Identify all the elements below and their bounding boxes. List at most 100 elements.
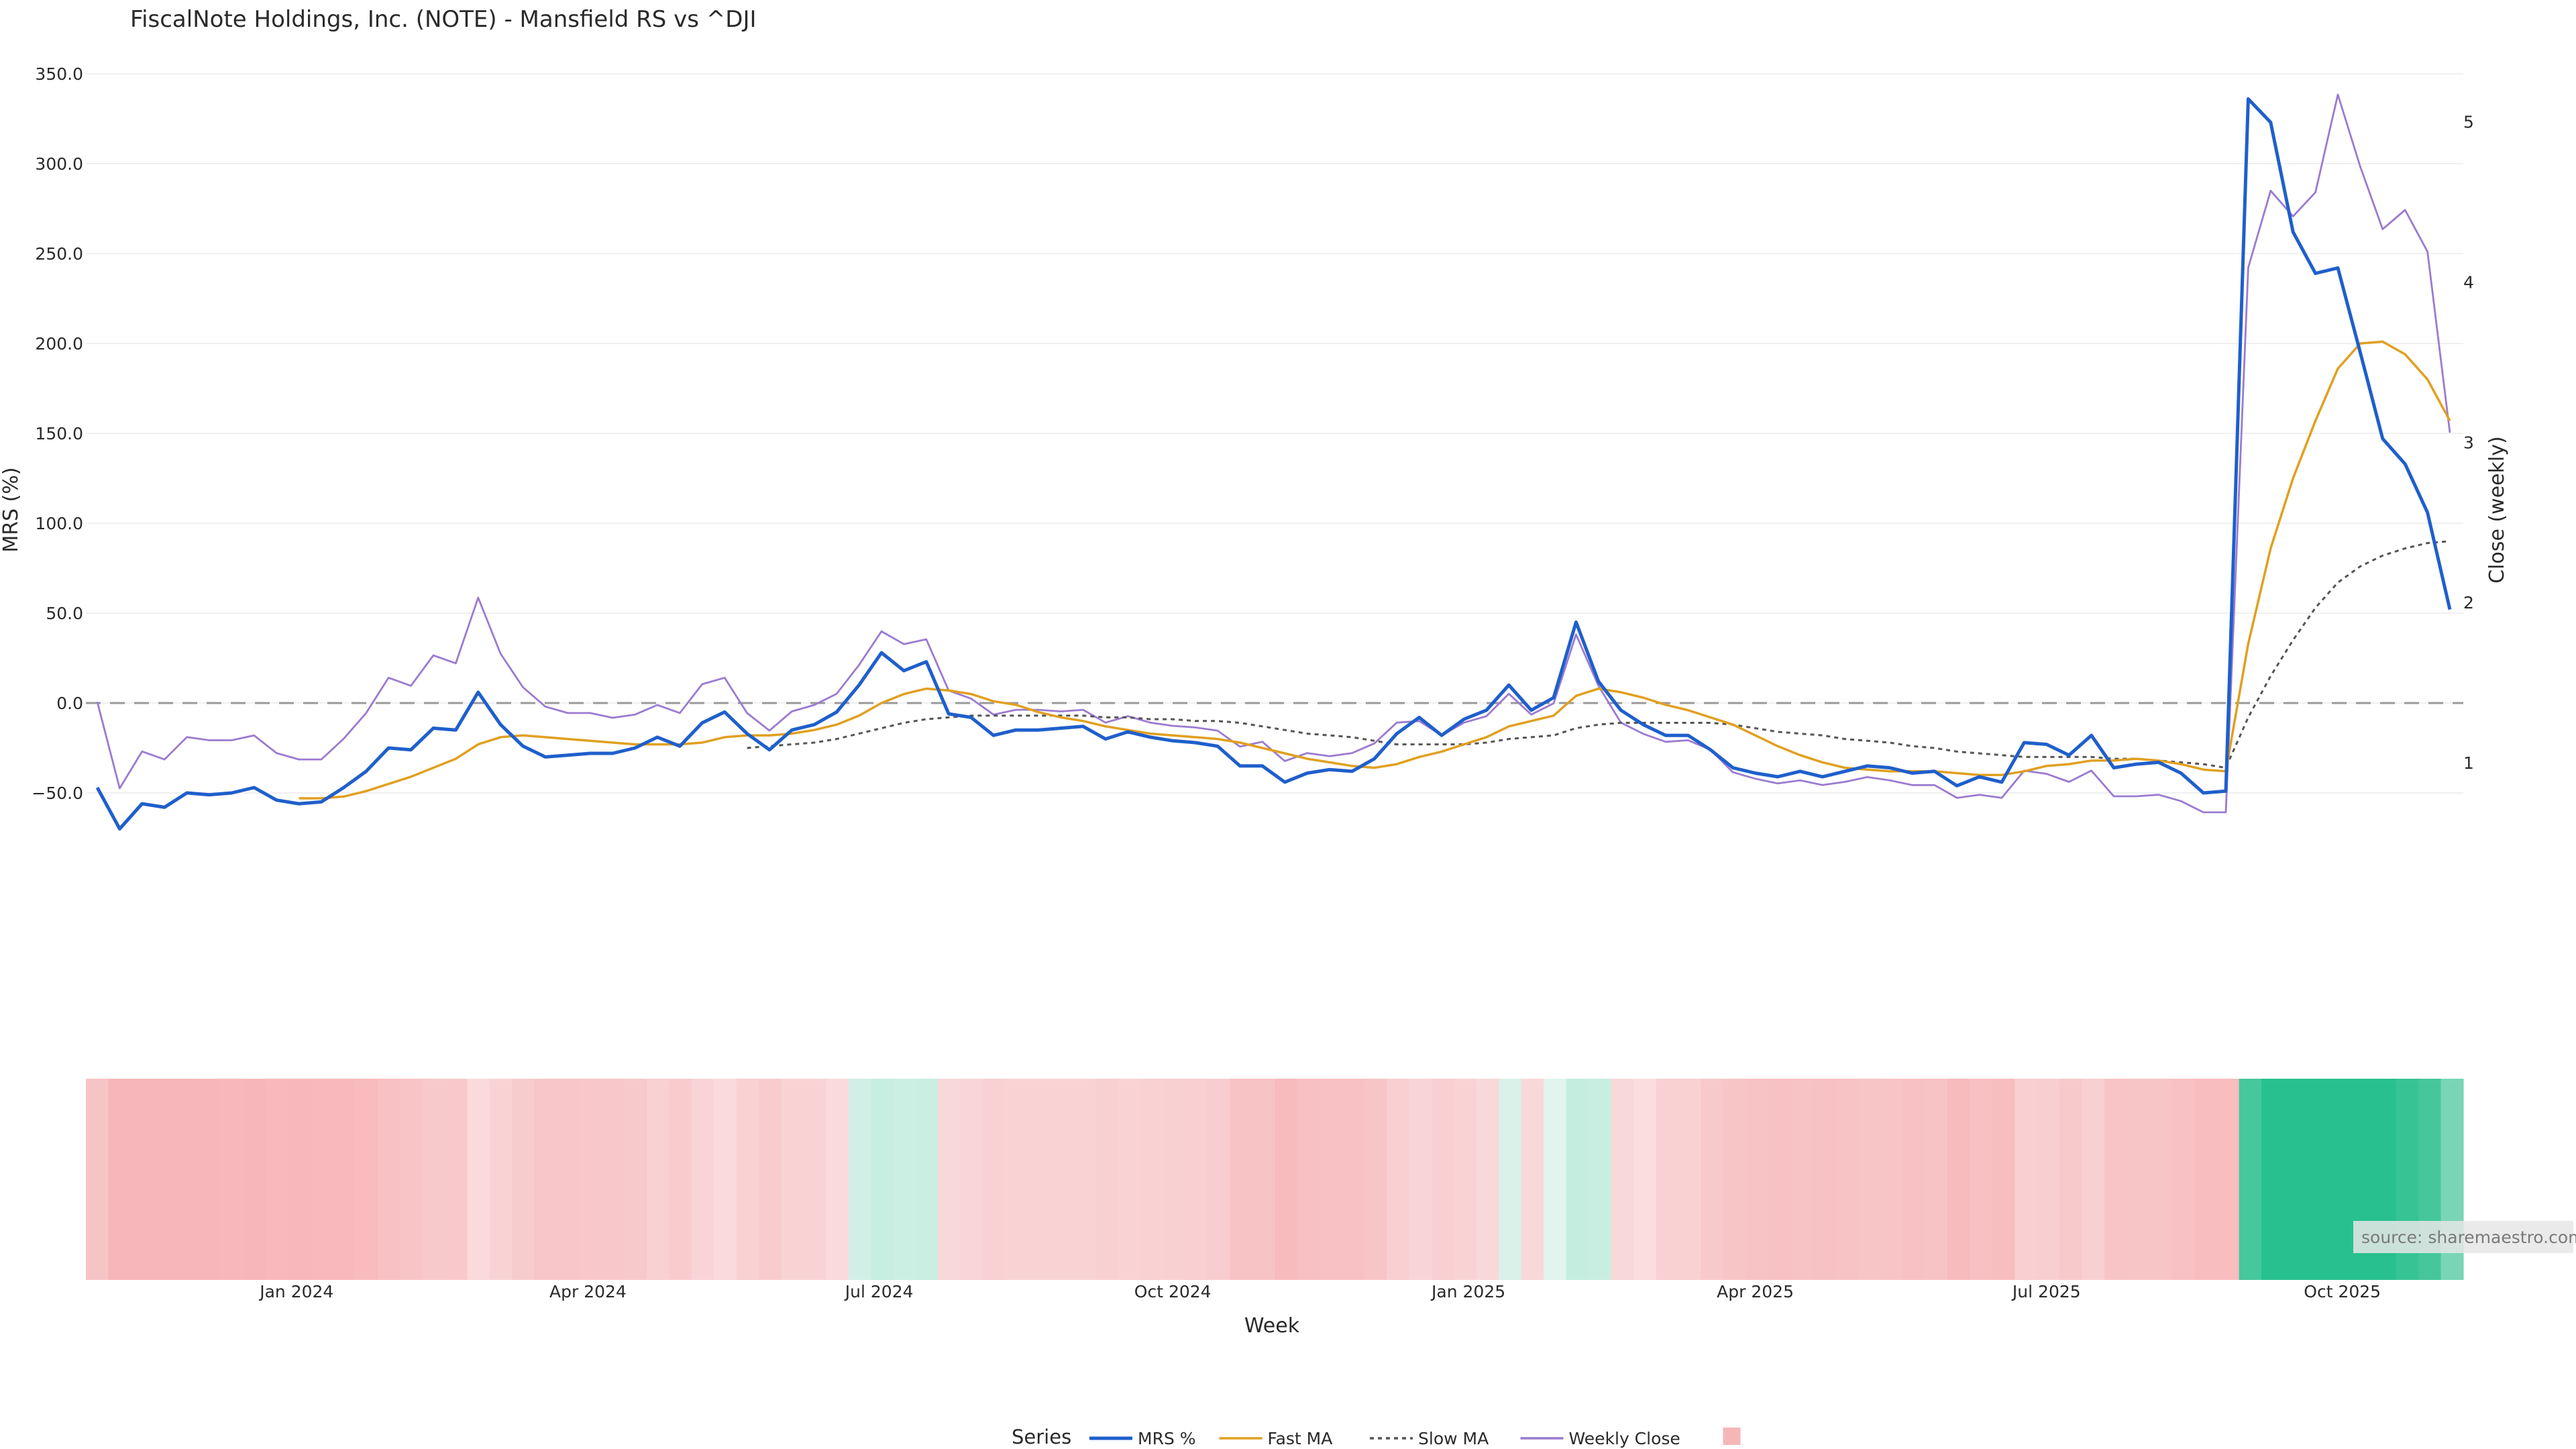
heat-cell: [1835, 1079, 1858, 1280]
heat-cell: [489, 1079, 513, 1280]
heat-cell: [1073, 1079, 1096, 1280]
mrs-heat-strip: [86, 1079, 2464, 1280]
heat-cell: [960, 1079, 983, 1280]
heat-cell: [714, 1079, 737, 1280]
heat-cell: [2261, 1079, 2285, 1280]
x-tick-label: Oct 2025: [2304, 1282, 2381, 1301]
heat-cell: [1880, 1079, 1903, 1280]
heat-cell: [1028, 1079, 1051, 1280]
heat-cell: [1902, 1079, 1926, 1280]
y2-tick-label: 1: [2463, 753, 2474, 773]
heat-cell: [2284, 1079, 2307, 1280]
chart-title: FiscalNote Holdings, Inc. (NOTE) - Mansf…: [130, 6, 757, 33]
y-tick-label: 0.0: [56, 694, 83, 713]
heat-cell: [579, 1079, 602, 1280]
heat-cell: [1521, 1079, 1544, 1280]
heat-cell: [287, 1079, 311, 1280]
y2-tick-label: 3: [2463, 433, 2474, 452]
heat-cell: [2149, 1079, 2172, 1280]
heat-cell: [220, 1079, 244, 1280]
legend-label: Slow MA: [1418, 1429, 1489, 1448]
heat-cell: [1499, 1079, 1522, 1280]
heat-cell: [1162, 1079, 1185, 1280]
heat-cell: [1656, 1079, 1679, 1280]
series-line-mrs: [95, 97, 2452, 831]
x-tick-label: Apr 2024: [549, 1282, 627, 1301]
x-tick-label: Jul 2024: [844, 1282, 914, 1301]
y-axis-ticks: 350.0 300.0 250.0 200.0 150.0 100.0 50.0 0.0 −50…: [32, 64, 83, 803]
heat-cell: [691, 1079, 714, 1280]
heat-cell: [130, 1079, 154, 1280]
y2-axis-label: Close (weekly): [2485, 436, 2509, 584]
y2-axis-ticks: 5 4 3 2 1: [2463, 113, 2474, 773]
heat-cell: [1117, 1079, 1140, 1280]
heat-cell: [669, 1079, 692, 1280]
legend-label: Weekly Close: [1569, 1429, 1680, 1448]
heat-cell: [1140, 1079, 1163, 1280]
y-axis-label: MRS (%): [0, 467, 23, 552]
x-tick-label: Jan 2025: [1430, 1282, 1505, 1301]
heat-cell: [377, 1079, 400, 1280]
heat-cell: [803, 1079, 826, 1280]
heat-cell: [1544, 1079, 1567, 1280]
heat-cell: [1566, 1079, 1589, 1280]
x-axis-label: Week: [1244, 1314, 1300, 1338]
heat-cell: [1476, 1079, 1499, 1280]
heat-cell: [243, 1079, 266, 1280]
heat-cell: [893, 1079, 916, 1280]
heat-cell: [2037, 1079, 2060, 1280]
y2-tick-label: 2: [2463, 593, 2474, 612]
heat-cell: [1723, 1079, 1746, 1280]
heat-cell: [1589, 1079, 1612, 1280]
heat-cell: [646, 1079, 669, 1280]
heat-cell: [1925, 1079, 1948, 1280]
heat-cell: [355, 1079, 378, 1280]
heat-cell: [1678, 1079, 1701, 1280]
heat-cell: [557, 1079, 580, 1280]
legend-label: Fast MA: [1268, 1429, 1333, 1448]
heat-cell: [1409, 1079, 1432, 1280]
heat-cell: [1701, 1079, 1724, 1280]
heat-cell: [871, 1079, 894, 1280]
legend-label: MRS %: [1138, 1429, 1196, 1448]
heat-cell: [1297, 1079, 1320, 1280]
heat-cell: [467, 1079, 490, 1280]
heat-cell: [400, 1079, 423, 1280]
heat-cell: [2171, 1079, 2195, 1280]
heat-cell: [848, 1079, 871, 1280]
heat-cell: [2104, 1079, 2128, 1280]
heat-cell: [1947, 1079, 1971, 1280]
source-text: source: sharemaestro.com: [2361, 1228, 2576, 1247]
y2-tick-label: 4: [2463, 272, 2474, 292]
heat-cell: [1387, 1079, 1410, 1280]
heat-cell: [826, 1079, 849, 1280]
heat-cell: [1319, 1079, 1342, 1280]
heat-cell: [1342, 1079, 1365, 1280]
heat-cell: [2239, 1079, 2262, 1280]
heat-cell: [332, 1079, 356, 1280]
x-tick-label: Jul 2025: [2011, 1282, 2081, 1301]
heat-cell: [1611, 1079, 1634, 1280]
heat-cell: [2306, 1079, 2329, 1280]
series-line-fast-ma: [299, 340, 2451, 800]
heat-cell: [624, 1079, 647, 1280]
legend-title: Series: [1012, 1426, 1071, 1448]
heat-cell: [153, 1079, 176, 1280]
source-box: source: sharemaestro.com: [2353, 1221, 2576, 1253]
heat-cell: [444, 1079, 468, 1280]
legend: Series MRS % Fast MA Slow MA Weekly Close: [1012, 1426, 1741, 1448]
heat-cell: [1364, 1079, 1387, 1280]
y-tick-label: −50.0: [32, 784, 83, 803]
heat-cell: [2015, 1079, 2038, 1280]
heat-cell: [2328, 1079, 2352, 1280]
series-lines: [95, 93, 2452, 831]
heat-cell: [736, 1079, 759, 1280]
heat-cell: [2082, 1079, 2105, 1280]
heat-cell: [2194, 1079, 2217, 1280]
heat-cell: [1185, 1079, 1208, 1280]
heat-cell: [1095, 1079, 1118, 1280]
heat-cell: [86, 1079, 109, 1280]
heat-cell: [1454, 1079, 1477, 1280]
x-axis-ticks: Jan 2024 Apr 2024 Jul 2024 Oct 2024 Jan 2025…: [258, 1282, 2381, 1301]
y-tick-label: 150.0: [35, 424, 83, 443]
